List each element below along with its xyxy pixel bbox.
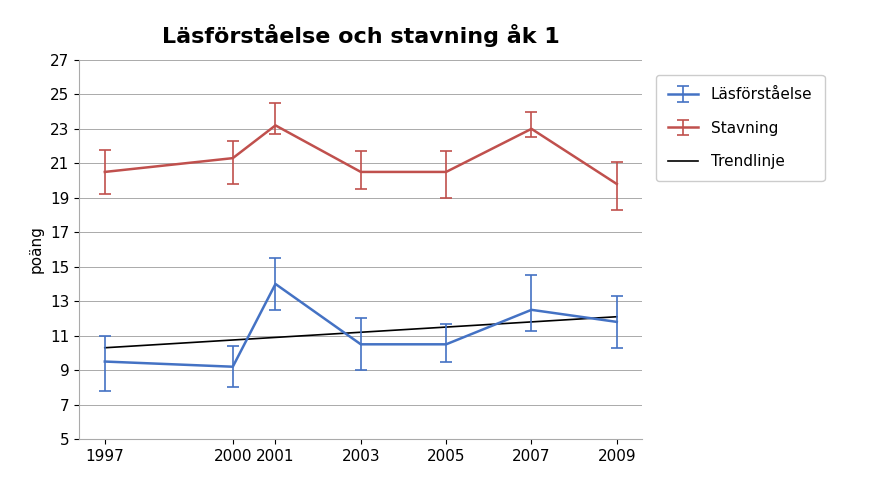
Legend: Läsförståelse, Stavning, Trendlinje: Läsförståelse, Stavning, Trendlinje	[656, 75, 825, 181]
Title: Läsförståelse och stavning åk 1: Läsförståelse och stavning åk 1	[162, 24, 560, 47]
Y-axis label: poäng: poäng	[28, 226, 43, 273]
